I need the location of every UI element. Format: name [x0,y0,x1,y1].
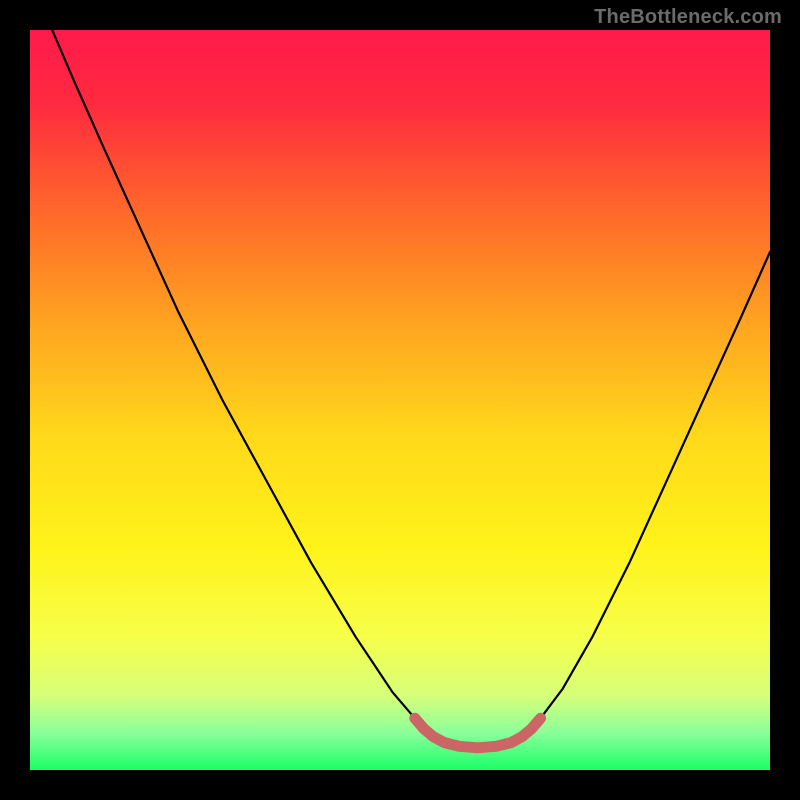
chart-container: TheBottleneck.com [0,0,800,800]
watermark-text: TheBottleneck.com [594,6,782,29]
plot-area [30,30,770,770]
bottleneck-curve [52,30,770,749]
curve-layer [30,30,770,770]
valley-highlight-band [415,718,541,748]
